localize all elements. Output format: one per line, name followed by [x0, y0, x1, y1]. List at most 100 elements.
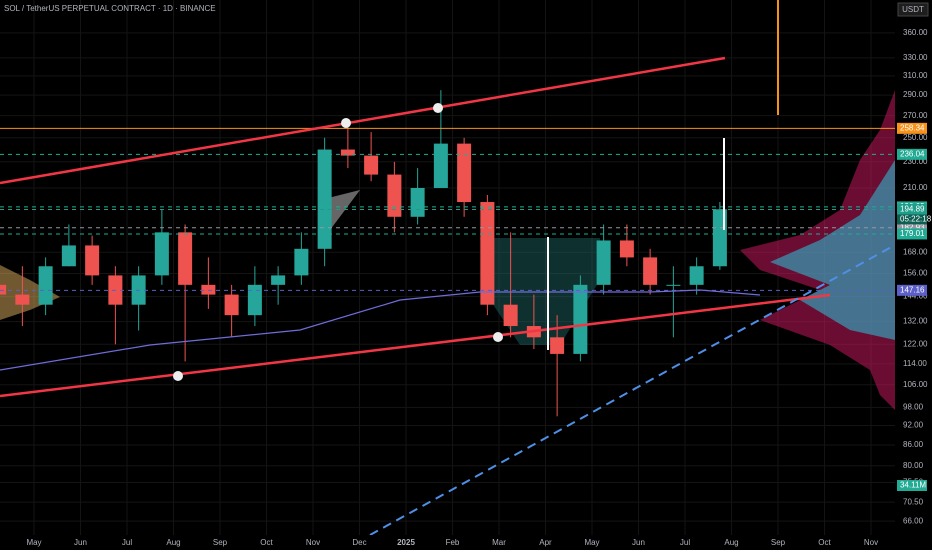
- price-tag: [897, 222, 927, 234]
- price-tag-label: 147.16: [900, 285, 925, 294]
- x-tick-label: 2025: [397, 538, 415, 547]
- candle-body: [224, 294, 239, 316]
- y-tick-label: 144.00: [903, 292, 928, 301]
- candle-body: [619, 240, 634, 258]
- candle-body: [15, 294, 30, 305]
- x-tick-label: Jul: [122, 538, 132, 547]
- x-tick-label: Jul: [680, 538, 690, 547]
- price-tag: [897, 284, 927, 296]
- trend-line: [0, 56, 726, 185]
- currency-box: [897, 2, 929, 17]
- axes: 360.00 330.00 310.00 290.00 270.00 250.00 230.…: [26, 28, 931, 547]
- y-tick-label: 270.00: [903, 111, 928, 120]
- x-tick-label: Oct: [818, 538, 831, 547]
- price-tag-label: 236.04: [900, 149, 925, 158]
- candle-body: [550, 337, 565, 354]
- y-tick-label: 156.00: [903, 269, 928, 278]
- x-tick-label: Jun: [74, 538, 87, 547]
- countdown: 05:22:18: [900, 215, 932, 224]
- volume-tag: [897, 480, 927, 491]
- x-tick-label: Dec: [352, 538, 366, 547]
- y-tick-label: 98.00: [903, 402, 924, 411]
- x-tick-label: Feb: [446, 538, 460, 547]
- y-tick-label: 80.00: [903, 461, 924, 470]
- candle-body: [201, 284, 216, 295]
- grid: [0, 0, 895, 535]
- price-axis: [895, 0, 932, 550]
- price-tag-label: 179.01: [900, 229, 925, 238]
- x-tick-label: Nov: [306, 538, 320, 547]
- pivot-point: [173, 371, 183, 381]
- candle-body: [38, 266, 53, 305]
- candle-body: [457, 143, 472, 203]
- candle-body: [643, 257, 658, 285]
- moving-average: [0, 289, 761, 371]
- x-tick-label: Jun: [632, 538, 645, 547]
- trend-line: [369, 244, 896, 536]
- time-axis: [0, 535, 932, 550]
- y-tick-label: 310.00: [903, 71, 928, 80]
- y-tick-label: 66.00: [903, 516, 924, 525]
- candle-body: [689, 266, 704, 285]
- price-tag: [897, 148, 927, 160]
- currency: USDT: [902, 5, 924, 14]
- candle-body: [0, 284, 7, 295]
- x-tick-label: Aug: [724, 538, 738, 547]
- x-tick-label: Sep: [213, 538, 228, 547]
- y-tick-label: 92.00: [903, 421, 924, 430]
- y-tick-label: 86.00: [903, 440, 924, 449]
- y-tick-label: 210.00: [903, 183, 928, 192]
- y-tick-label: 330.00: [903, 53, 928, 62]
- pivot-point: [433, 103, 443, 113]
- pivot-point: [341, 118, 351, 128]
- candle-body: [294, 248, 309, 276]
- candle-body: [317, 149, 332, 249]
- volume-profile: [0, 265, 60, 320]
- y-tick-label: 132.00: [903, 317, 928, 326]
- plot: [0, 90, 895, 417]
- x-tick-label: Sep: [771, 538, 786, 547]
- candle-body: [364, 155, 379, 175]
- countdown-box: [897, 214, 927, 225]
- candle-body: [387, 174, 402, 217]
- pivot-point: [493, 332, 503, 342]
- candle-body: [666, 284, 681, 286]
- y-tick-label: 290.00: [903, 90, 928, 99]
- candle-body: [573, 284, 588, 354]
- y-tick-label: 250.00: [903, 133, 928, 142]
- y-tick-label: 106.00: [903, 380, 928, 389]
- x-tick-label: Aug: [166, 538, 180, 547]
- candle-body: [480, 202, 495, 305]
- trend-line: [0, 293, 831, 398]
- candle-body: [85, 245, 100, 276]
- price-tag-label: 182.93: [900, 223, 925, 232]
- candle-body: [410, 187, 425, 217]
- x-tick-label: May: [584, 538, 599, 547]
- x-tick-label: Oct: [260, 538, 273, 547]
- candle-body: [154, 232, 169, 276]
- x-tick-label: Nov: [864, 538, 878, 547]
- x-tick-label: May: [26, 538, 41, 547]
- candle-body: [340, 149, 355, 156]
- y-tick-label: 360.00: [903, 28, 928, 37]
- y-tick-label: 122.00: [903, 339, 928, 348]
- x-tick-label: Mar: [492, 538, 506, 547]
- price-tag-label: 258.34: [900, 123, 925, 132]
- price-tag-label: 194.89: [900, 205, 925, 214]
- y-tick-label: 70.50: [903, 497, 924, 506]
- candle-body: [61, 245, 76, 267]
- chart-title: SOL / TetherUS PERPETUAL CONTRACT · 1D ·…: [4, 4, 216, 13]
- candle-body: [271, 275, 286, 285]
- x-tick-label: Apr: [539, 538, 552, 547]
- y-tick-label: 230.00: [903, 157, 928, 166]
- candle-body: [503, 304, 518, 327]
- y-tick-label: 114.00: [903, 359, 927, 368]
- candle-body: [178, 232, 193, 285]
- candle-body: [433, 143, 448, 188]
- candle-body: [596, 240, 611, 285]
- price-tag: [897, 203, 927, 215]
- price-tag: [897, 228, 927, 240]
- candle-body: [247, 284, 262, 316]
